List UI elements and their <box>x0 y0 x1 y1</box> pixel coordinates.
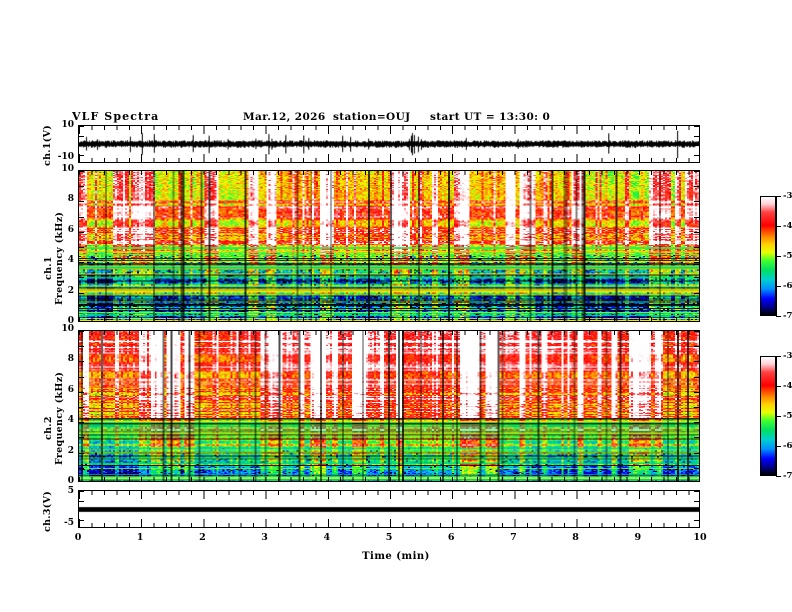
ch3-axis-title: ch.3(V) <box>42 490 53 532</box>
colorbar-tickmark <box>776 196 781 197</box>
x-tick-9: 9 <box>634 532 642 543</box>
header-start-ut: start UT = 13:30: 0 <box>430 111 551 123</box>
ch1-waveform-trace <box>79 126 699 162</box>
colorbar-tick-neg7: -7 <box>783 471 792 481</box>
ch3-waveform-trace <box>79 491 699 527</box>
ch1-spectrogram-image <box>79 171 699 321</box>
header-station: station=OUJ <box>333 111 411 123</box>
ytick-6: 6 <box>67 384 74 395</box>
colorbar-tick-neg3: -3 <box>783 351 792 361</box>
colorbar-tickmark <box>776 316 781 317</box>
panel-ch2-spectrogram <box>78 330 700 482</box>
ytick-2: 2 <box>67 445 74 456</box>
panel-ch1-spectrogram <box>78 170 700 322</box>
spec1-axis-title-ch: ch.1 <box>43 256 54 280</box>
colorbar-tick-neg6: -6 <box>783 441 792 451</box>
ytick-8: 8 <box>67 194 74 205</box>
colorbar-tick-neg5: -5 <box>783 411 792 421</box>
x-tick-10: 10 <box>693 532 707 543</box>
ytick-8: 8 <box>67 354 74 365</box>
colorbar-tickmark <box>776 286 781 287</box>
x-tick-4: 4 <box>323 532 331 543</box>
ch3-ytick-neg5: -5 <box>64 518 74 528</box>
colorbar-ch2-gradient <box>760 356 776 476</box>
colorbar-tick-neg6: -6 <box>783 281 792 291</box>
colorbar-ch1: log(PSD)(V^2/Hz) -3-4-5-6-7 <box>760 191 792 321</box>
colorbar-tickmark <box>776 446 781 447</box>
ytick-6: 6 <box>67 224 74 235</box>
x-tick-6: 6 <box>447 532 455 543</box>
panel-ch1-waveform <box>78 125 700 163</box>
colorbar-tick-neg4: -4 <box>783 381 792 391</box>
x-tick-5: 5 <box>385 532 393 543</box>
x-tick-3: 3 <box>261 532 268 543</box>
colorbar-ch1-gradient <box>760 196 776 316</box>
x-tick-7: 7 <box>510 532 517 543</box>
ch1-ytick-10: 10 <box>61 120 74 130</box>
colorbar-tickmark <box>776 416 781 417</box>
panel-ch3-waveform <box>78 490 700 528</box>
colorbar-tickmark <box>776 386 781 387</box>
x-tick-0: 0 <box>74 532 82 543</box>
ch2-spectrogram-image <box>79 331 699 481</box>
ytick-0: 0 <box>67 316 74 326</box>
colorbar-tick-neg3: -3 <box>783 191 792 201</box>
x-tick-8: 8 <box>572 532 579 543</box>
colorbar-tickmark <box>776 256 781 257</box>
colorbar-tickmark <box>776 226 781 227</box>
ytick-4: 4 <box>67 415 74 426</box>
ch3-ytick-5: 5 <box>67 486 74 496</box>
header-date: Mar.12, 2026 <box>243 111 326 123</box>
ch1-ytick-neg10: -10 <box>57 152 74 162</box>
colorbar-tick-neg4: -4 <box>783 221 792 231</box>
ch1-axis-title: ch.1(V) <box>42 124 53 166</box>
colorbar-ch2: log(PSD)(V^2/Hz) -3-4-5-6-7 <box>760 351 792 481</box>
page-title: VLF Spectra <box>72 110 160 123</box>
ytick-10: 10 <box>61 324 74 334</box>
x-axis-title: Time (min) <box>362 551 430 562</box>
colorbar-tick-neg5: -5 <box>783 251 792 261</box>
ytick-10: 10 <box>61 164 74 174</box>
colorbar-tick-neg7: -7 <box>783 311 792 321</box>
ytick-2: 2 <box>67 285 74 296</box>
ytick-0: 0 <box>67 476 74 486</box>
colorbar-tickmark <box>776 476 781 477</box>
x-tick-1: 1 <box>136 532 144 543</box>
colorbar-tickmark <box>776 356 781 357</box>
spec2-axis-title-freq: Frequency (kHz) <box>54 371 65 465</box>
x-tick-2: 2 <box>199 532 206 543</box>
spec1-axis-title-freq: Frequency (kHz) <box>54 211 65 305</box>
spec2-axis-title-ch: ch.2 <box>43 416 54 440</box>
ytick-4: 4 <box>67 255 74 266</box>
